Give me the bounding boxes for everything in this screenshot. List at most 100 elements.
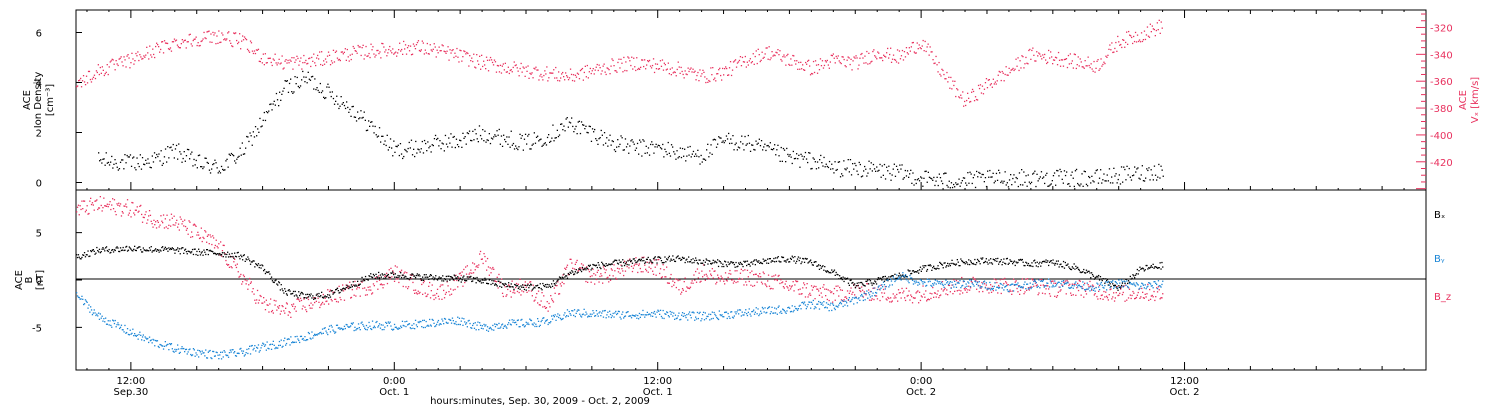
bot-black-point-534 [544,284,547,286]
top-pink-point-489 [559,80,561,82]
top-black-point-89 [195,159,197,162]
top-pink-point-283 [355,50,357,52]
top-pink-point-731 [798,61,800,64]
top-black-point-139 [250,135,252,137]
bot-blue-point-315 [352,322,354,324]
bot-pink-point-13 [87,213,89,215]
top-pink-point-71 [146,46,148,48]
bot-black-point-462 [481,279,483,281]
bot-pink-point-1102 [1043,285,1045,287]
top-pink-point-93 [167,48,170,50]
top-black-point-738 [908,176,910,178]
bot-blue-point-349 [382,324,384,326]
top-pink-point-519 [588,71,590,73]
bot-black-point-386 [414,277,417,279]
top-pink-point-353 [424,49,426,51]
bot-pink-point-194 [246,280,248,282]
top-pink-point-405 [476,54,478,56]
bot-black-point-51 [120,249,123,252]
bot-pink-point-733 [719,280,721,282]
bot-black-point-74 [141,251,143,253]
bot-black-point-740 [725,264,728,266]
bot-pink-point-442 [464,281,466,284]
top-pink-point-1056 [1119,44,1121,46]
bot-pink-point-699 [689,286,692,288]
bot-blue-point-425 [449,319,451,321]
bot-black-point-913 [877,277,879,279]
bot-black-point-746 [731,261,733,263]
top-black-point-722 [890,179,892,181]
bot-blue-point-65 [133,335,135,337]
bot-black-point-306 [344,288,346,290]
bot-black-point-903 [868,278,871,281]
bot-pink-point-314 [351,289,353,291]
bot-pink-point-1167 [1100,294,1102,297]
top-pink-point-828 [893,58,896,61]
top-black-point-365 [498,128,500,131]
top-pink-point-738 [805,61,807,64]
top-black-point-903 [1089,176,1091,179]
top-black-point-689 [854,162,856,165]
top-pink-point-385 [456,47,458,50]
top-pink-point-953 [1017,57,1019,59]
bot-pink-point-910 [875,295,877,297]
top-pink-point-25 [100,72,102,74]
bot-black-point-915 [879,277,881,279]
bot-black-point-1178 [1110,285,1112,288]
bot-pink-point-119 [180,218,182,220]
top-pink-point-770 [836,57,838,59]
bot-pink-point-44 [114,210,116,213]
top-pink-point-610 [678,66,680,68]
bot-black-point-977 [933,267,936,269]
bot-pink-point-819 [795,280,797,282]
bot-blue-point-403 [429,324,432,326]
top-black-point-321 [450,133,452,135]
bot-black-point-1018 [969,260,972,262]
bot-pink-point-720 [708,278,710,280]
top-pink-point-205 [278,58,280,60]
bot-blue-point-163 [219,354,221,356]
bot-pink-point-498 [513,289,515,292]
top-pink-point-131 [205,37,207,40]
top-pink-point-845 [910,46,912,48]
top-pink-point-465 [535,66,537,68]
top-pink-point-27 [102,69,104,71]
bot-pink-point-193 [245,283,247,285]
top-black-point-579 [733,149,735,151]
bot-pink-point-342 [376,280,378,283]
top-black-point-956 [1147,169,1149,172]
bot-black-point-333 [368,275,370,277]
top-pink-point-174 [247,50,250,52]
bot-black-point-904 [869,280,872,282]
top-pink-point-705 [772,55,774,57]
bot-pink-point-821 [796,280,799,283]
bot-black-point-674 [667,257,670,259]
bot-black-point-238 [285,290,287,292]
bot-black-point-1224 [1150,265,1152,267]
bot-black-point-1032 [982,257,984,259]
bot-black-point-686 [678,257,680,260]
top-black-point-813 [990,176,992,178]
bot-pink-point-671 [665,276,667,278]
top-pink-point-361 [432,48,434,50]
top-pink-point-127 [201,40,203,42]
top-pink-point-441 [511,71,513,73]
bot-blue-point-131 [191,354,193,357]
top-black-point-29 [129,154,132,156]
top-pink-point-743 [809,74,812,76]
bot-pink-point-946 [906,295,908,297]
top-black-point-764 [936,176,938,178]
top-black-point-88 [194,164,196,166]
top-pink-point-134 [208,30,210,32]
bot-black-point-1167 [1100,278,1102,280]
top-pink-point-1070 [1133,35,1135,38]
bot-black-point-1088 [1031,262,1033,264]
bot-black-point-492 [508,282,510,284]
bot-blue-point-85 [150,339,152,341]
top-pink-point-119 [193,38,195,40]
top-black-point-211 [329,91,331,93]
bot-pink-point-184 [237,271,239,273]
top-pink-point-44 [119,57,121,60]
top-black-point-758 [929,177,932,179]
top-black-point-905 [1091,175,1093,177]
